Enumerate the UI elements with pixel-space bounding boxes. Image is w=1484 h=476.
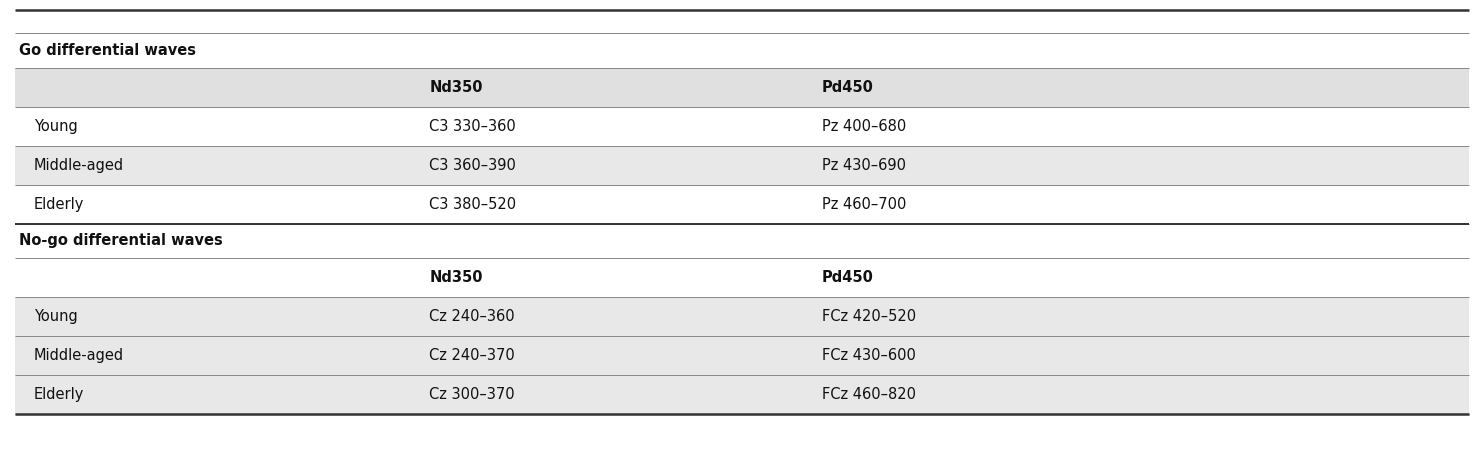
Text: Middle-aged: Middle-aged xyxy=(34,158,123,173)
Text: Pd450: Pd450 xyxy=(822,270,874,285)
Bar xyxy=(15,107,1469,146)
Text: Go differential waves: Go differential waves xyxy=(19,43,196,58)
Text: Cz 240–360: Cz 240–360 xyxy=(429,309,515,324)
Text: C3 330–360: C3 330–360 xyxy=(429,119,516,134)
Text: Young: Young xyxy=(34,309,77,324)
Text: FCz 420–520: FCz 420–520 xyxy=(822,309,916,324)
Text: Cz 240–370: Cz 240–370 xyxy=(429,348,515,363)
Text: Pz 460–700: Pz 460–700 xyxy=(822,197,907,212)
Text: No-go differential waves: No-go differential waves xyxy=(19,233,223,248)
Text: Elderly: Elderly xyxy=(34,387,85,402)
Bar xyxy=(15,68,1469,107)
Bar xyxy=(15,375,1469,414)
Text: Pd450: Pd450 xyxy=(822,79,874,95)
Bar xyxy=(15,146,1469,185)
Bar xyxy=(15,297,1469,336)
Text: Nd350: Nd350 xyxy=(429,270,482,285)
Bar xyxy=(15,185,1469,224)
Text: C3 380–520: C3 380–520 xyxy=(429,197,516,212)
Bar xyxy=(15,336,1469,375)
Text: Young: Young xyxy=(34,119,77,134)
Text: Nd350: Nd350 xyxy=(429,79,482,95)
Text: Cz 300–370: Cz 300–370 xyxy=(429,387,515,402)
Text: C3 360–390: C3 360–390 xyxy=(429,158,516,173)
Text: Elderly: Elderly xyxy=(34,197,85,212)
Text: Middle-aged: Middle-aged xyxy=(34,348,123,363)
Bar xyxy=(15,258,1469,297)
Text: Pz 400–680: Pz 400–680 xyxy=(822,119,907,134)
Text: FCz 430–600: FCz 430–600 xyxy=(822,348,916,363)
Text: FCz 460–820: FCz 460–820 xyxy=(822,387,916,402)
Text: Pz 430–690: Pz 430–690 xyxy=(822,158,907,173)
